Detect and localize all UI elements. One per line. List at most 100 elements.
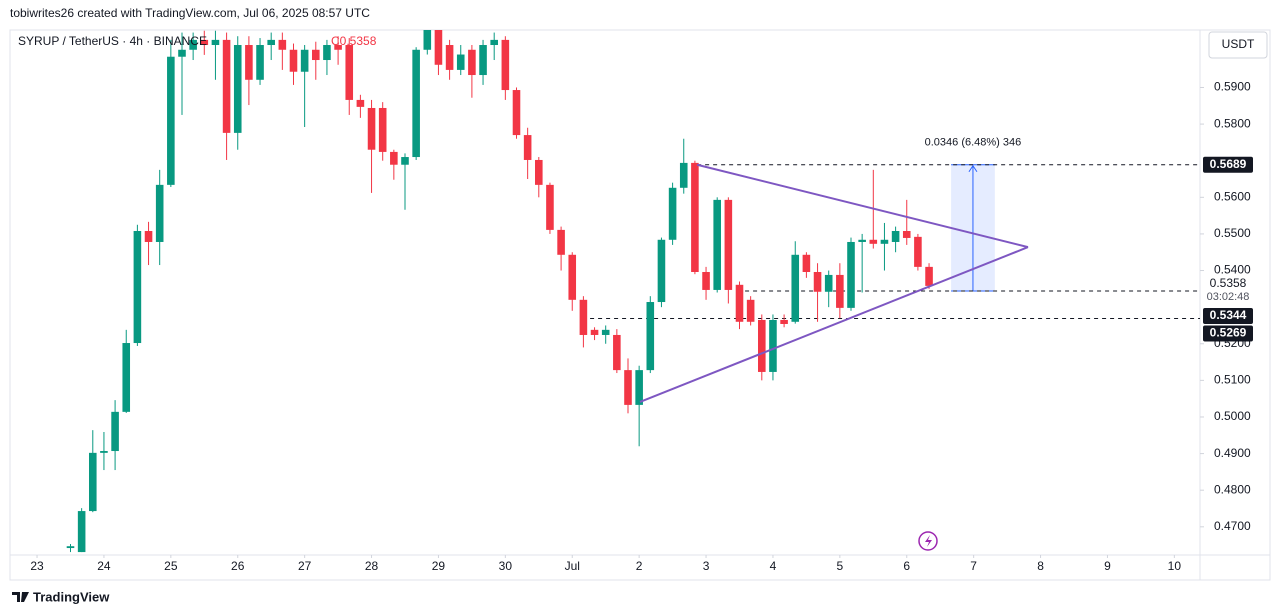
candle-body — [456, 54, 465, 70]
candle-body — [780, 319, 788, 324]
x-tick-label: 8 — [1037, 559, 1044, 573]
candle-body — [77, 511, 86, 553]
candle-body — [914, 236, 922, 267]
candle-body — [635, 370, 643, 405]
candle-body — [891, 230, 900, 242]
candle-body — [624, 370, 632, 405]
candle-body — [211, 39, 220, 46]
candle-body — [423, 30, 432, 50]
candle-body — [613, 334, 621, 371]
candle-body — [601, 329, 610, 335]
candle-body — [412, 49, 420, 158]
candle-body — [880, 239, 889, 244]
candle-body — [735, 284, 744, 322]
event-bolt — [925, 535, 932, 547]
y-tick-label: 0.5600 — [1214, 189, 1251, 203]
candle-body — [847, 241, 855, 308]
candle-body — [523, 135, 532, 160]
measure-arrowhead — [968, 164, 978, 173]
candle-body — [501, 39, 510, 91]
candle-body — [367, 107, 376, 150]
price-label: 0.5269 — [1210, 326, 1247, 340]
candle-body — [323, 45, 331, 61]
price-label-box — [1203, 156, 1253, 173]
candle-body — [512, 90, 521, 136]
plot-area — [66, 30, 1200, 553]
candle-body — [100, 451, 108, 453]
candle-body — [378, 107, 387, 152]
candle-body — [468, 49, 476, 76]
price-label: 0.5344 — [1210, 308, 1247, 322]
candle-body — [858, 239, 866, 242]
currency-box[interactable] — [1208, 31, 1268, 59]
candle-body — [167, 56, 175, 185]
trendline — [639, 246, 1029, 403]
candle-body — [356, 99, 365, 107]
candle-body — [579, 299, 588, 335]
x-tick-label: 30 — [499, 559, 513, 573]
candle-body — [334, 45, 342, 50]
candle-body — [869, 239, 878, 244]
x-tick-label: 9 — [1104, 559, 1111, 573]
x-tick-label: Jul — [565, 559, 580, 573]
candle-body — [746, 299, 755, 322]
candle-body — [88, 452, 97, 512]
candle-body — [679, 162, 688, 188]
y-tick-label: 0.4900 — [1214, 446, 1251, 460]
x-tick-label: 4 — [770, 559, 777, 573]
currency[interactable]: USDT — [1222, 37, 1255, 51]
candle-body — [267, 39, 275, 46]
header: tobiwrites26 created with TradingView.co… — [10, 6, 370, 20]
candle-body — [490, 39, 498, 46]
candle-body — [345, 45, 354, 100]
symbol-title: SYRUP / TetherUS · 4h · BINANCE — [18, 34, 207, 48]
price-label: 0.5689 — [1210, 157, 1247, 171]
x-tick-label: 27 — [298, 559, 312, 573]
candle-body — [590, 329, 599, 335]
x-tick-label: 28 — [365, 559, 379, 573]
candle-body — [769, 319, 777, 372]
candle-body — [758, 319, 766, 372]
candle-body — [791, 254, 800, 322]
candle-body — [646, 302, 655, 371]
candle-body — [824, 274, 833, 292]
candle-body — [434, 30, 443, 65]
x-tick-label: 10 — [1168, 559, 1182, 573]
y-tick-label: 0.5400 — [1214, 263, 1251, 277]
candle-body — [691, 162, 699, 272]
x-tick-label: 26 — [231, 559, 245, 573]
candle-body — [222, 39, 231, 133]
candle-body — [66, 546, 75, 549]
y-tick-label: 0.5800 — [1214, 116, 1251, 130]
candle-body — [836, 274, 844, 308]
candle-body — [189, 39, 197, 50]
x-tick-label: 3 — [703, 559, 710, 573]
candle-body — [111, 411, 119, 452]
candle-body — [300, 49, 309, 72]
candle-body — [902, 230, 911, 238]
candle-body — [289, 49, 298, 72]
trendline — [696, 163, 1029, 249]
candle-body — [568, 254, 577, 300]
candle-body — [479, 45, 487, 76]
candle-body — [122, 343, 131, 412]
candle-body — [657, 239, 666, 303]
event-icon[interactable] — [918, 531, 938, 551]
measure-label: 0.0346 (6.48%) 346 — [925, 137, 1022, 149]
x-tick-label: 5 — [837, 559, 844, 573]
frame — [9, 29, 1271, 581]
logo-text: TradingView — [33, 589, 110, 604]
candle-body — [668, 187, 677, 240]
candle-body — [713, 199, 721, 290]
candle-body — [390, 151, 398, 165]
candle-body — [245, 45, 253, 80]
candle-body — [813, 271, 822, 292]
candle-body — [178, 49, 186, 57]
candle-body — [401, 157, 409, 165]
logo-mark — [12, 592, 29, 602]
candle-body — [278, 39, 287, 50]
y-tick-label: 0.5900 — [1214, 80, 1251, 94]
candle-body — [133, 230, 142, 344]
